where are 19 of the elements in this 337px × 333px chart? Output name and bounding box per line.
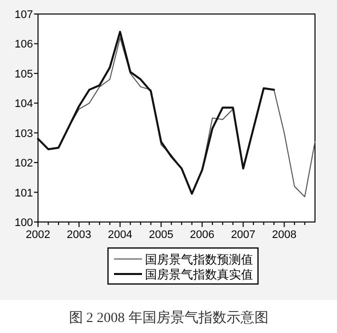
y-tick-label: 106 [14,38,33,51]
x-tick-label: 2007 [230,229,256,241]
legend-label: 国房景气指数真实值 [145,268,253,282]
x-tick-label: 2005 [148,229,174,241]
y-tick-label: 105 [14,68,33,80]
x-tick-label: 2006 [190,229,214,241]
legend-label: 国房景气指数预测值 [145,252,253,266]
x-tick-label: 2004 [108,229,132,241]
y-tick-label: 100 [14,217,33,229]
x-tick-label: 2003 [66,229,92,241]
y-tick-label: 107 [14,9,33,21]
y-tick-label: 103 [14,128,33,140]
x-tick-label: 2008 [272,229,296,241]
caption: 图 2 2008 年国房景气指数示意图 [68,310,268,326]
y-tick-label: 104 [14,98,33,110]
x-tick-label: 2002 [26,229,50,241]
y-tick-label: 102 [14,158,33,170]
line-series [37,30,275,195]
y-tick-label: 101 [14,187,33,200]
